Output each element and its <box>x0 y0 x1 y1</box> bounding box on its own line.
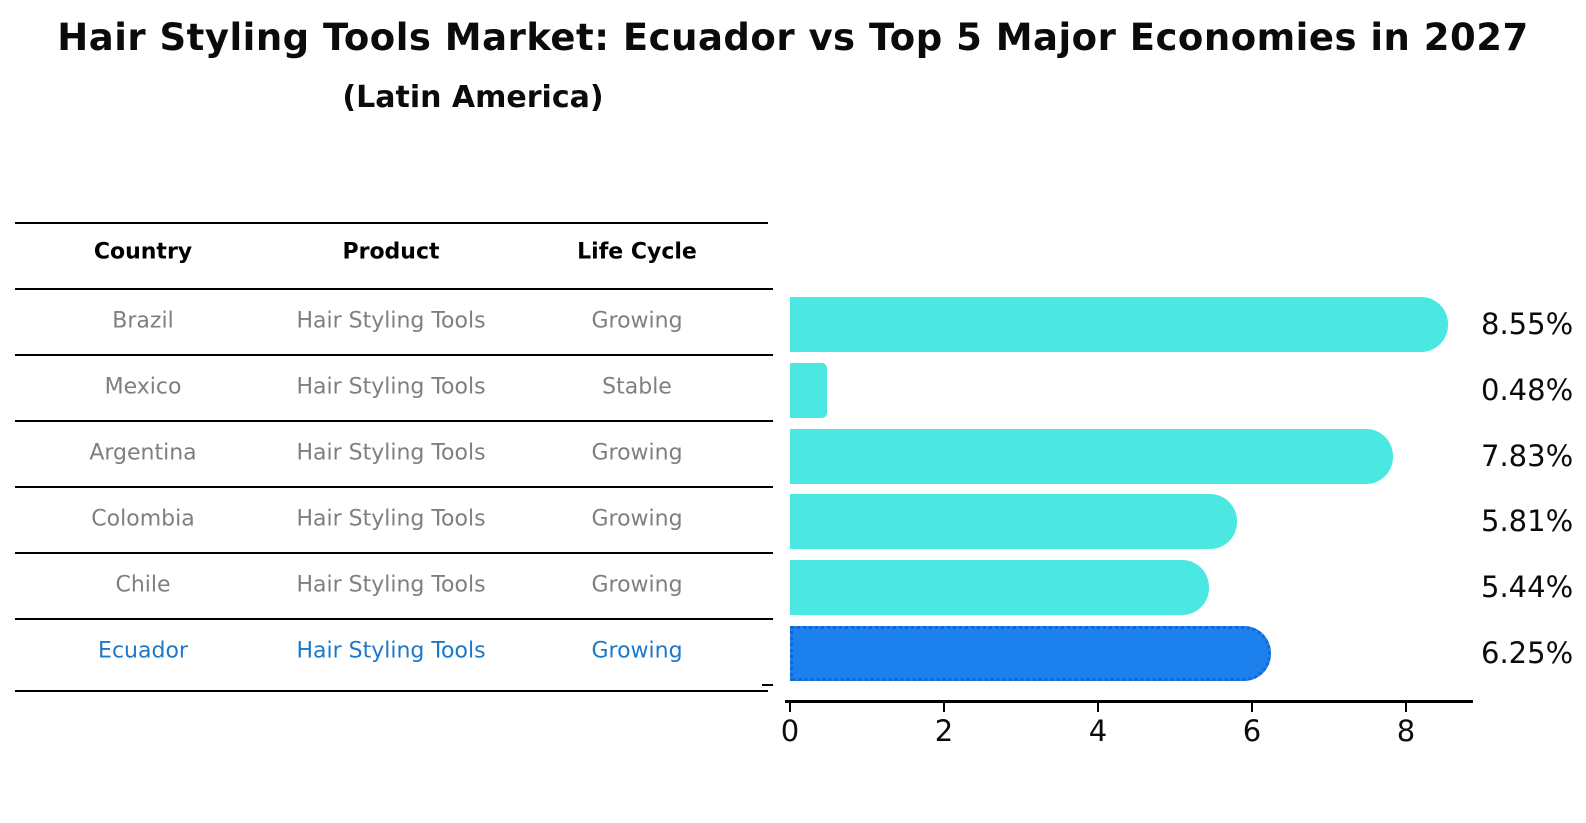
bar-value-label: 7.83% <box>1481 439 1574 473</box>
table-cell-life-cycle: Growing <box>591 572 683 598</box>
table-header-life-cycle: Life Cycle <box>577 239 697 265</box>
bar-value-label: 5.81% <box>1481 504 1574 538</box>
table-row-rule <box>15 618 768 620</box>
chart-title: Hair Styling Tools Market: Ecuador vs To… <box>57 16 1529 59</box>
x-axis-tick-label: 0 <box>780 714 800 748</box>
chart-subtitle: (Latin America) <box>342 80 604 115</box>
y-axis-tick <box>762 420 773 422</box>
y-axis-tick <box>762 618 773 620</box>
table-cell-life-cycle: Growing <box>591 638 683 664</box>
x-axis-tick <box>789 700 791 712</box>
table-cell-life-cycle: Growing <box>591 506 683 532</box>
y-axis-tick <box>762 684 773 686</box>
table-row-rule <box>15 354 768 356</box>
table-header-country: Country <box>93 239 193 265</box>
table-cell-country: Brazil <box>112 308 174 334</box>
y-axis-tick <box>762 288 773 290</box>
x-axis-tick-label: 4 <box>1088 714 1108 748</box>
x-axis-tick <box>943 700 945 712</box>
table-cell-product: Hair Styling Tools <box>296 572 486 598</box>
bar-value-label: 0.48% <box>1481 373 1574 407</box>
bar-brazil <box>790 297 1448 352</box>
bar-mexico <box>790 363 827 418</box>
table-cell-product: Hair Styling Tools <box>296 440 486 466</box>
table-cell-life-cycle: Stable <box>602 374 672 400</box>
table-cell-country: Chile <box>115 572 171 598</box>
table-cell-country: Ecuador <box>98 638 188 664</box>
table-row-rule <box>15 288 768 290</box>
table-row-rule <box>15 552 768 554</box>
table-cell-product: Hair Styling Tools <box>296 506 486 532</box>
x-axis-tick <box>1251 700 1253 712</box>
y-axis-tick <box>762 354 773 356</box>
table-bottom-rule <box>15 690 768 692</box>
x-axis-tick-label: 2 <box>934 714 954 748</box>
y-axis-tick <box>762 552 773 554</box>
table-cell-country: Colombia <box>91 506 195 532</box>
table-header-product: Product <box>342 239 440 265</box>
bar-ecuador <box>790 626 1271 681</box>
table-top-rule <box>15 222 768 224</box>
bar-colombia <box>790 494 1237 549</box>
table-row-rule <box>15 420 768 422</box>
x-axis-line <box>785 700 1473 703</box>
x-axis-tick-label: 6 <box>1242 714 1262 748</box>
table-cell-country: Argentina <box>89 440 197 466</box>
table-cell-product: Hair Styling Tools <box>296 308 486 334</box>
x-axis-tick-label: 8 <box>1396 714 1416 748</box>
table-row-rule <box>15 486 768 488</box>
table-cell-life-cycle: Growing <box>591 308 683 334</box>
bar-chile <box>790 560 1209 615</box>
bar-value-label: 5.44% <box>1481 570 1574 604</box>
bar-value-label: 6.25% <box>1481 636 1574 670</box>
x-axis-tick <box>1405 700 1407 712</box>
bar-value-label: 8.55% <box>1481 307 1574 341</box>
y-axis-tick <box>762 486 773 488</box>
bar-argentina <box>790 429 1393 484</box>
table-cell-country: Mexico <box>104 374 182 400</box>
table-cell-life-cycle: Growing <box>591 440 683 466</box>
x-axis-tick <box>1097 700 1099 712</box>
table-cell-product: Hair Styling Tools <box>296 374 486 400</box>
table-cell-product: Hair Styling Tools <box>296 638 486 664</box>
